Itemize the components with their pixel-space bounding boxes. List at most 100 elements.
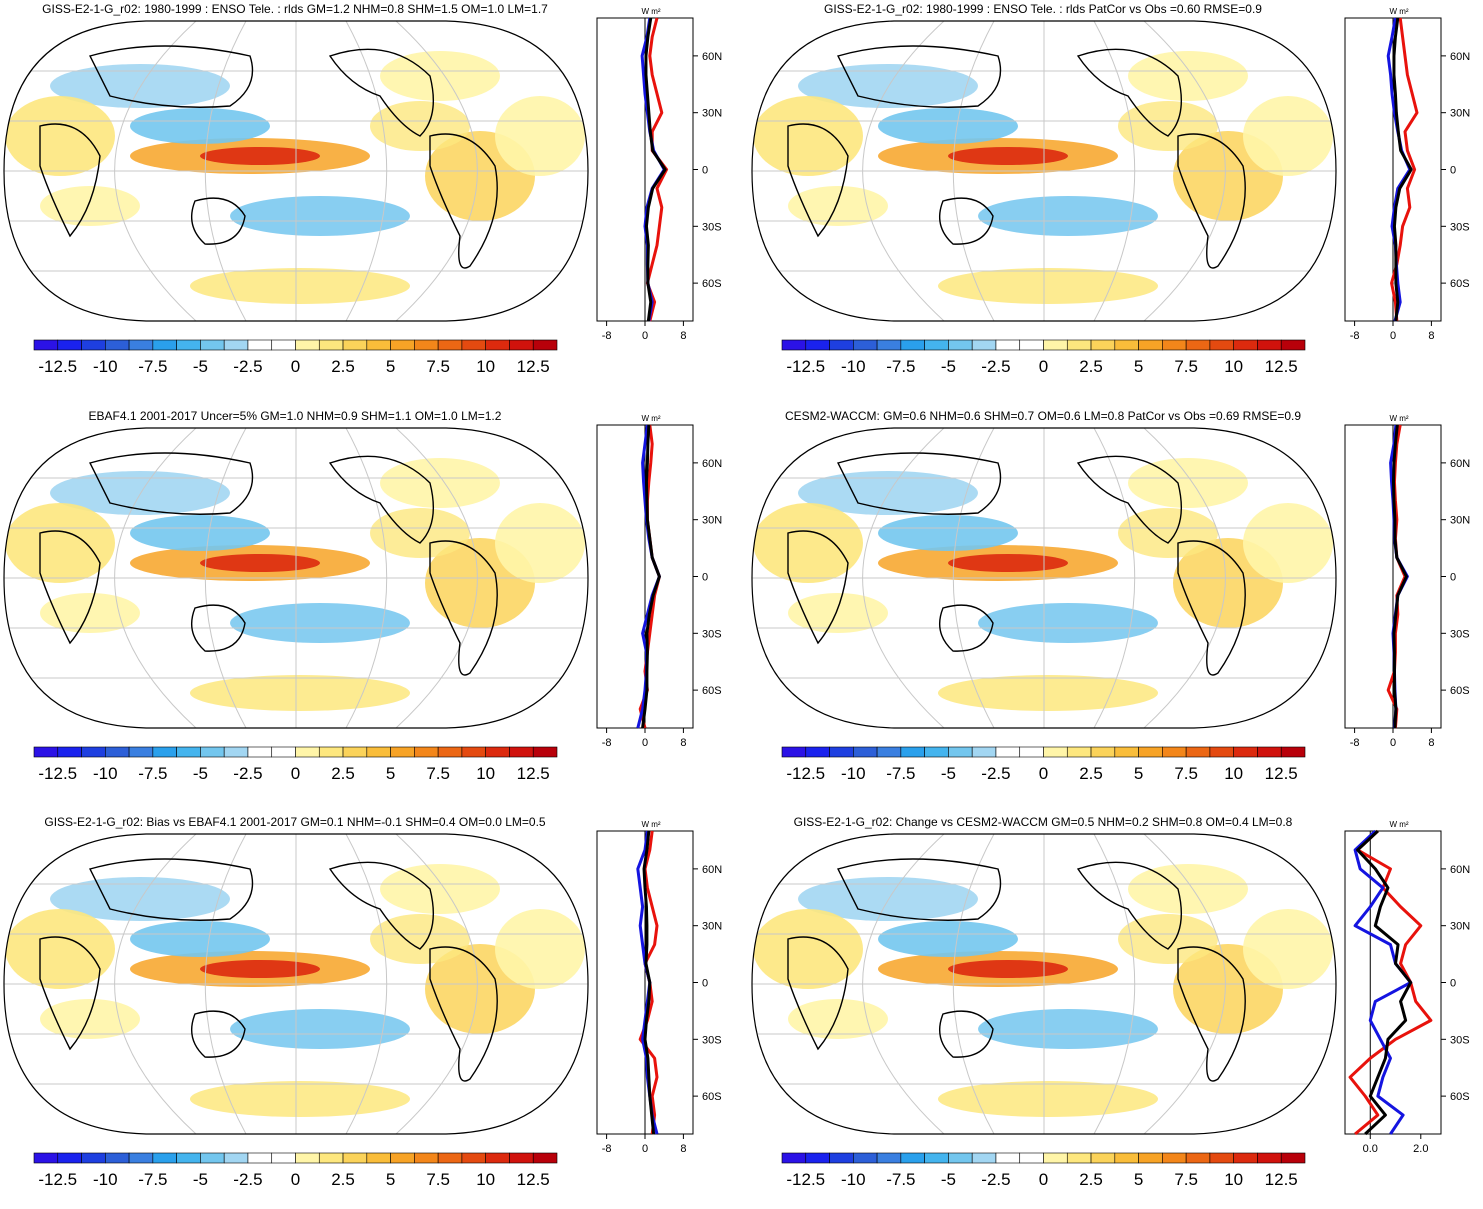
colorbar-swatch <box>390 1152 415 1164</box>
colorbar-label: 5 <box>1134 1170 1143 1189</box>
colorbar-swatch <box>33 1152 59 1164</box>
zonal-mean-profile: W m² 0.0 2.0 60N 30N 0 30S 60S <box>1344 820 1470 1155</box>
colorbar-swatch <box>342 746 368 758</box>
colorbar-label: 12.5 <box>517 764 550 783</box>
colorbar-swatch <box>1138 746 1163 758</box>
colorbar-label: 0 <box>291 357 300 376</box>
colorbar-swatch <box>176 339 201 351</box>
colorbar-swatch <box>105 746 130 758</box>
colorbar-label: -10 <box>93 764 118 783</box>
colorbar-swatch <box>509 1152 534 1164</box>
map <box>751 427 1337 729</box>
colorbar-label: 2.5 <box>331 357 355 376</box>
colorbar-swatch <box>81 1152 106 1164</box>
zonal-mean-profile: W m² -8 0 8 60N 30N 0 30S 60S <box>596 820 722 1155</box>
colorbar-swatch <box>805 339 830 351</box>
colorbar-swatch <box>829 1152 854 1164</box>
colorbar-swatch <box>1280 339 1306 351</box>
colorbar-swatch <box>1209 746 1234 758</box>
colorbar-swatch <box>805 1152 830 1164</box>
colorbar-label: -2.5 <box>981 1170 1010 1189</box>
colorbar-swatch <box>33 746 59 758</box>
colorbar-swatch <box>805 746 830 758</box>
colorbar-label: 5 <box>1134 764 1143 783</box>
lat-tick-label: 30N <box>1450 108 1470 120</box>
colorbar-swatch <box>152 1152 177 1164</box>
series-line <box>1356 829 1413 1136</box>
panel-title: CESM2-WACCM: GM=0.6 NHM=0.6 SHM=0.7 OM=0… <box>784 409 1302 423</box>
x-tick-label: 8 <box>680 1143 686 1155</box>
colorbar-label: 12.5 <box>1265 1170 1298 1189</box>
zonal-mean-profile: W m² -8 0 8 60N 30N 0 30S 60S <box>596 7 722 342</box>
zonal-mean-profile: W m² -8 0 8 60N 30N 0 30S 60S <box>1344 7 1470 342</box>
x-tick-label: -8 <box>602 737 612 749</box>
colorbar-swatch <box>437 1152 463 1164</box>
colorbar-label: -5 <box>941 1170 956 1189</box>
colorbar-label: -10 <box>93 357 118 376</box>
colorbar-swatch <box>876 1152 902 1164</box>
colorbar-swatch <box>414 339 439 351</box>
colorbar-swatch <box>1114 746 1139 758</box>
lat-tick-label: 0 <box>1450 978 1456 990</box>
lat-tick-label: 0 <box>702 165 708 177</box>
x-tick-label: 2.0 <box>1413 1143 1428 1155</box>
colorbar-swatch <box>971 339 997 351</box>
colorbar-swatch <box>876 746 902 758</box>
colorbar-swatch <box>271 746 296 758</box>
lat-tick-label: 30N <box>1450 921 1470 933</box>
colorbar-swatch <box>1138 339 1163 351</box>
colorbar-swatch <box>223 1152 249 1164</box>
colorbar-swatch <box>1138 1152 1163 1164</box>
colorbar-label: -12.5 <box>38 764 77 783</box>
colorbar-swatch <box>1066 1152 1092 1164</box>
colorbar-label: 2.5 <box>1079 1170 1103 1189</box>
colorbar-label: 7.5 <box>1174 1170 1198 1189</box>
colorbar-swatch <box>1043 746 1068 758</box>
colorbar-swatch <box>271 339 296 351</box>
colorbar-label: 12.5 <box>1265 764 1298 783</box>
lat-tick-label: 60S <box>702 1091 722 1103</box>
colorbar: -12.5 -10 -7.5 -5 -2.5 0 2.5 5 7.5 10 12.5 <box>33 746 558 783</box>
x-tick-label: 0.0 <box>1363 1143 1378 1155</box>
colorbar-swatch <box>853 339 878 351</box>
colorbar-swatch <box>105 339 130 351</box>
lat-tick-label: 30N <box>1450 515 1470 527</box>
colorbar-swatch <box>1233 1152 1258 1164</box>
colorbar-swatch <box>1162 339 1187 351</box>
colorbar-label: -7.5 <box>886 764 915 783</box>
colorbar-swatch <box>900 746 925 758</box>
colorbar-swatch <box>532 1152 558 1164</box>
colorbar-swatch <box>948 746 973 758</box>
colorbar-label: 12.5 <box>517 357 550 376</box>
colorbar-swatch <box>1114 1152 1139 1164</box>
colorbar-label: 0 <box>291 1170 300 1189</box>
x-tick-label: -8 <box>602 1143 612 1155</box>
colorbar-swatch <box>1019 1152 1044 1164</box>
colorbar-swatch <box>1257 746 1282 758</box>
colorbar-swatch <box>176 746 201 758</box>
colorbar-swatch <box>1257 1152 1282 1164</box>
colorbar-label: 10 <box>476 764 495 783</box>
colorbar-label: 12.5 <box>1265 357 1298 376</box>
lat-tick-label: 30N <box>702 108 722 120</box>
colorbar-swatch <box>509 339 534 351</box>
colorbar-swatch <box>295 1152 320 1164</box>
colorbar-label: -12.5 <box>786 1170 825 1189</box>
colorbar-swatch <box>1185 746 1211 758</box>
units-label: W m² <box>641 7 660 16</box>
colorbar-label: -2.5 <box>233 357 262 376</box>
colorbar-swatch <box>485 339 510 351</box>
colorbar-swatch <box>924 746 949 758</box>
colorbar-label: 2.5 <box>331 764 355 783</box>
series-line <box>1348 829 1433 1136</box>
colorbar-swatch <box>1162 1152 1187 1164</box>
map-outline <box>751 427 1337 729</box>
colorbar-label: 7.5 <box>426 764 450 783</box>
colorbar-swatch <box>924 1152 949 1164</box>
colorbar-swatch <box>57 1152 82 1164</box>
colorbar-swatch <box>948 339 973 351</box>
colorbar: -12.5 -10 -7.5 -5 -2.5 0 2.5 5 7.5 10 12.5 <box>781 1152 1306 1189</box>
colorbar-swatch <box>200 746 225 758</box>
colorbar-label: 5 <box>386 764 395 783</box>
series-line <box>1391 424 1408 729</box>
